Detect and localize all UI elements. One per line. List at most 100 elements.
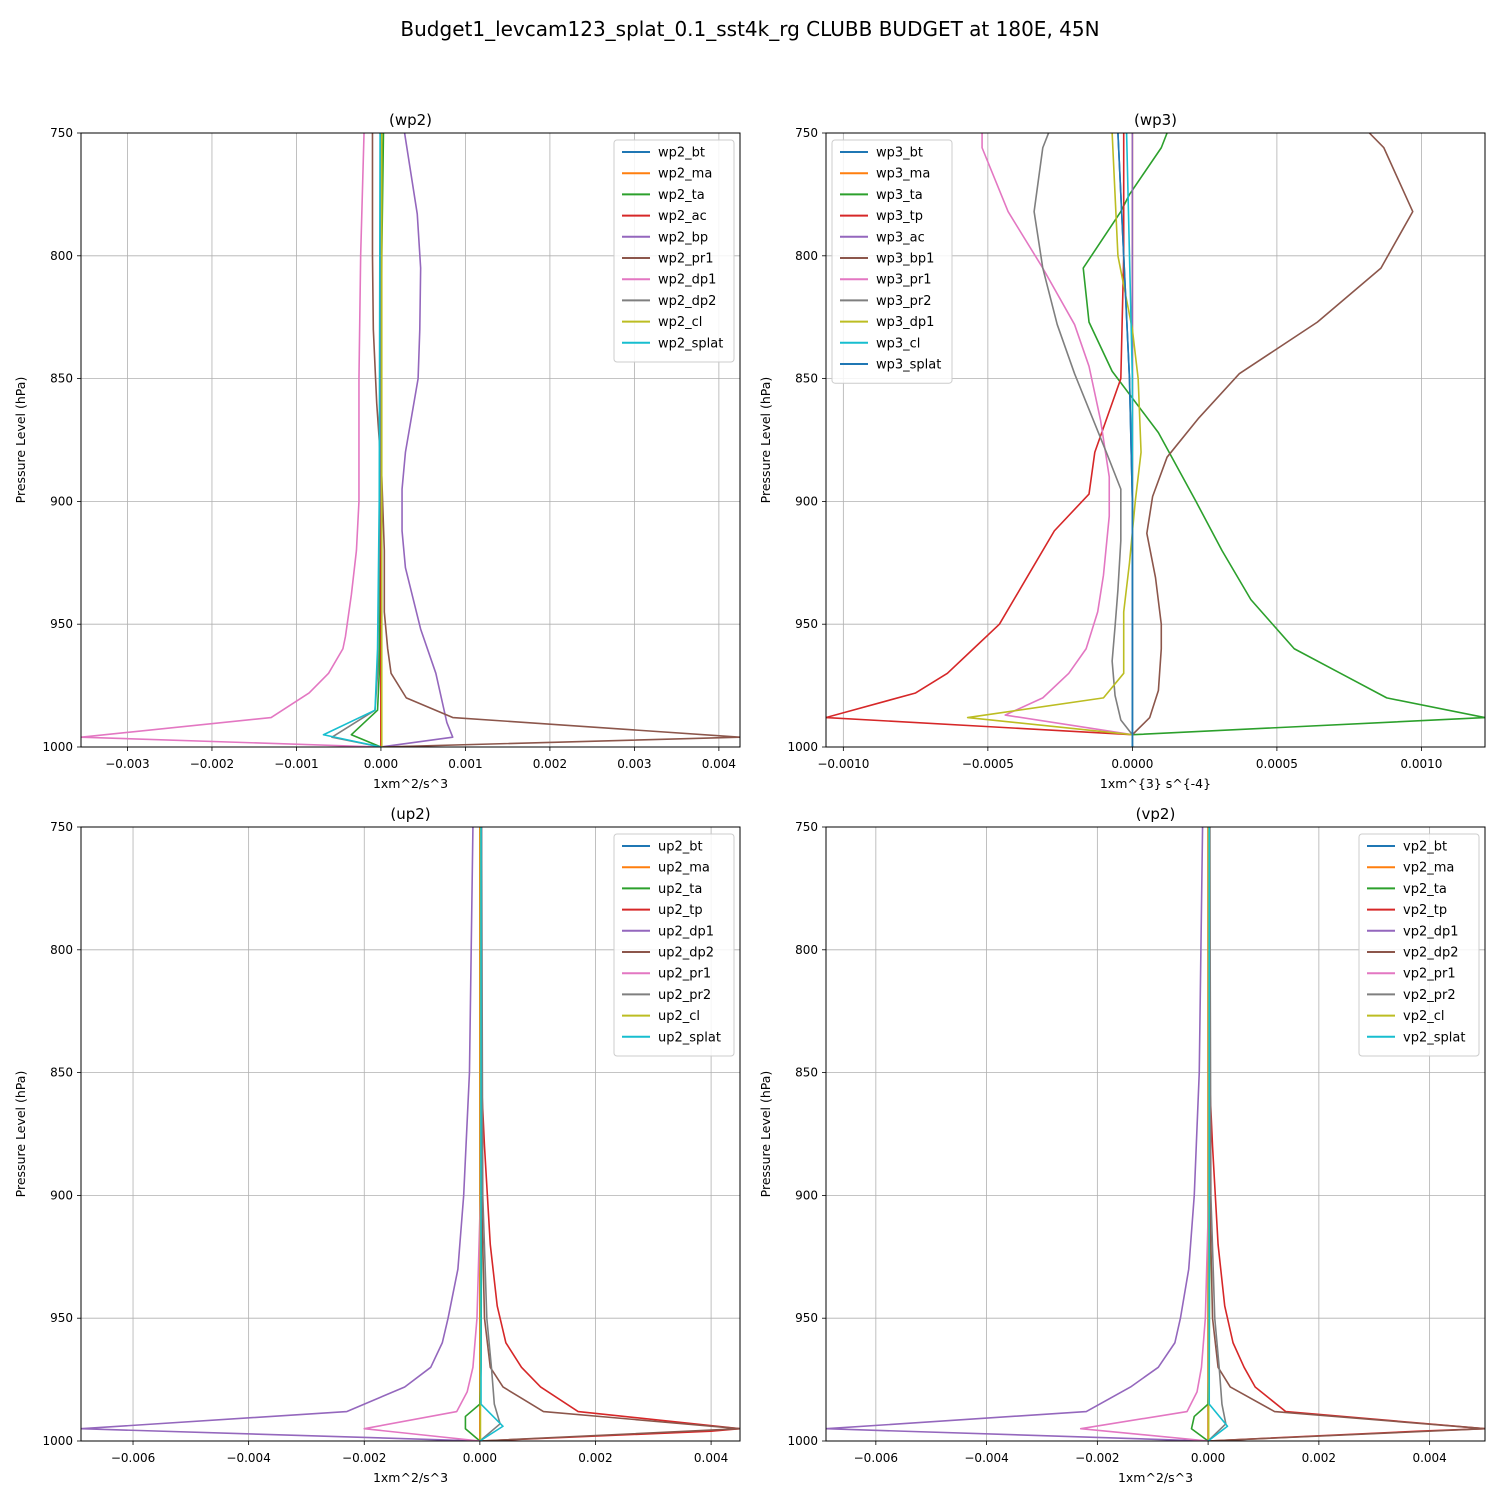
y-tick-label: 950	[795, 617, 818, 631]
x-tick-label: 0.001	[448, 757, 482, 771]
legend-label: up2_dp2	[658, 946, 714, 961]
series-group	[81, 827, 740, 1441]
subplot-title: (wp3)	[1134, 111, 1177, 129]
legend-label: wp2_splat	[658, 336, 723, 351]
y-tick-label: 850	[50, 372, 73, 386]
legend-label: wp2_dp1	[658, 273, 716, 288]
legend-label: vp2_pr1	[1403, 967, 1456, 982]
y-axis-label: Pressure Level (hPa)	[13, 377, 28, 504]
y-axis-label: Pressure Level (hPa)	[13, 1071, 28, 1198]
x-axis-label: 1xm^2/s^3	[1118, 1470, 1193, 1485]
axes-frame	[825, 826, 1486, 1442]
series-line-wp3_tp	[826, 133, 1133, 736]
series-line-wp3_bp1	[1131, 133, 1414, 736]
legend-label: wp2_ac	[658, 209, 707, 224]
legend-label: vp2_splat	[1403, 1030, 1465, 1045]
y-tick-label: 800	[795, 943, 818, 957]
y-tick-label: 850	[795, 372, 818, 386]
y-tick-label: 950	[795, 1311, 818, 1325]
x-tick-label: 0.004	[702, 757, 736, 771]
x-tick-label: −0.002	[342, 1451, 386, 1465]
legend-label: up2_dp1	[658, 924, 714, 939]
legend-label: vp2_pr2	[1403, 988, 1456, 1003]
legend-label: vp2_dp2	[1403, 946, 1459, 961]
subplot-title: (wp2)	[389, 111, 432, 129]
axes-frame	[825, 132, 1486, 748]
y-tick-label: 750	[50, 820, 73, 834]
series-line-wp3_pr1	[981, 133, 1133, 736]
legend: vp2_bt vp2_ma vp2_ta vp2_tp vp2_dp1 vp2_dp2vp…	[1358, 833, 1480, 1057]
x-tick-label: −0.004	[964, 1451, 1008, 1465]
legend-label: vp2_bt	[1403, 840, 1447, 855]
x-tick-label: −0.004	[226, 1451, 270, 1465]
legend-label: wp3_dp1	[876, 315, 934, 330]
legend-label: wp2_bt	[658, 146, 705, 161]
y-tick-label: 900	[795, 494, 818, 508]
legend-box	[613, 833, 735, 1057]
y-tick-label: 850	[50, 1066, 73, 1080]
subplot-title: (vp2)	[1136, 805, 1176, 823]
series-line-vp2_dp2	[1208, 827, 1485, 1441]
x-tick-label: 0.004	[1412, 1451, 1446, 1465]
legend-label: vp2_cl	[1403, 1009, 1444, 1024]
legend-label: vp2_ta	[1403, 882, 1447, 897]
series-line-up2_dp1	[81, 827, 480, 1441]
x-tick-label: −0.0010	[817, 757, 869, 771]
subplot-1: −0.0010 −0.0005 0.0000 0.0005 0.0010 750 800 85…	[758, 111, 1486, 791]
x-tick-label: −0.006	[111, 1451, 155, 1465]
x-tick-label: 0.0005	[1256, 757, 1298, 771]
y-tick-label: 900	[795, 1188, 818, 1202]
series-line-wp2_dp1	[81, 133, 381, 747]
series-line-vp2_splat	[1207, 827, 1229, 1441]
legend-label: wp2_cl	[658, 315, 702, 330]
y-tick-label: 750	[795, 820, 818, 834]
legend-label: wp3_bt	[876, 146, 923, 161]
legend-label: up2_bt	[658, 840, 703, 855]
legend-label: up2_pr2	[658, 988, 711, 1003]
legend: up2_bt up2_ma up2_ta up2_tp up2_dp1 up2_dp2up…	[613, 833, 735, 1057]
legend-label: wp3_splat	[876, 358, 941, 373]
axes-frame	[80, 826, 741, 1442]
x-tick-label: −0.006	[854, 1451, 898, 1465]
legend-label: up2_splat	[658, 1030, 721, 1045]
legend-label: up2_ma	[658, 861, 710, 876]
series-line-wp2_pr1	[371, 133, 740, 747]
legend-label: vp2_dp1	[1403, 924, 1459, 939]
legend-label: wp3_tp	[876, 209, 923, 224]
y-tick-label: 750	[50, 126, 73, 140]
y-tick-label: 850	[795, 1066, 818, 1080]
y-axis-label: Pressure Level (hPa)	[758, 1071, 773, 1198]
legend-label: wp3_bp1	[876, 252, 934, 267]
legend: wp3_bt wp3_ma wp3_ta wp3_tp wp3_ac wp3_bp1 wp3…	[831, 139, 953, 384]
y-tick-label: 900	[50, 1188, 73, 1202]
x-tick-label: 0.000	[1191, 1451, 1225, 1465]
x-axis-label: 1xm^{3} s^{-4}	[1100, 776, 1211, 791]
y-tick-label: 1000	[787, 740, 818, 754]
legend: wp2_bt wp2_ma wp2_ta wp2_ac wp2_bp wp2_pr1 wp2…	[613, 139, 735, 363]
x-tick-label: 0.002	[1302, 1451, 1336, 1465]
legend-label: vp2_tp	[1403, 903, 1447, 918]
legend-label: wp2_ma	[658, 167, 712, 182]
legend-box	[613, 139, 735, 363]
series-group	[81, 133, 740, 747]
series-line-wp2_splat	[322, 133, 382, 747]
y-tick-label: 750	[795, 126, 818, 140]
legend-label: wp2_ta	[658, 188, 705, 203]
series-line-up2_splat	[479, 827, 504, 1441]
axes-frame	[80, 132, 741, 748]
series-group	[826, 827, 1485, 1441]
y-tick-label: 1000	[42, 740, 73, 754]
x-tick-label: −0.002	[190, 757, 234, 771]
y-tick-label: 900	[50, 494, 73, 508]
y-tick-label: 950	[50, 1311, 73, 1325]
subplot-2: −0.006 −0.004 −0.002 0.000 0.002 0.004 750 800 8…	[13, 805, 741, 1485]
legend-label: wp3_ac	[876, 230, 925, 245]
x-tick-label: −0.003	[105, 757, 149, 771]
legend-box	[1358, 833, 1480, 1057]
y-tick-label: 1000	[42, 1434, 73, 1448]
x-tick-label: 0.0000	[1111, 757, 1153, 771]
x-tick-label: 0.003	[617, 757, 651, 771]
subplot-title: (up2)	[390, 805, 430, 823]
